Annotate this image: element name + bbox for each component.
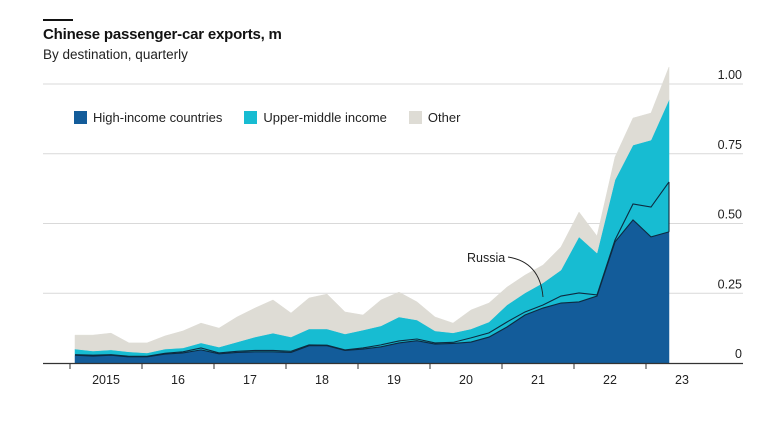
top-rule: [43, 19, 73, 21]
y-tick-label: 0: [735, 347, 742, 361]
x-tick-label: 16: [171, 373, 185, 387]
legend-item-high-income: High-income countries: [74, 110, 222, 125]
x-tick-label: 17: [243, 373, 257, 387]
annotations: Russia: [467, 251, 544, 298]
y-tick-label: 1.00: [718, 68, 742, 82]
y-tick-label: 0.25: [718, 277, 742, 291]
legend-swatch-high-income: [74, 111, 87, 124]
x-tick-label: 22: [603, 373, 617, 387]
russia-annotation-leader: [507, 256, 544, 298]
legend: High-income countries Upper-middle incom…: [74, 110, 482, 125]
legend-swatch-upper-middle: [244, 111, 258, 124]
y-tick-label: 0.50: [718, 208, 742, 222]
x-tick-label: 21: [531, 373, 545, 387]
legend-swatch-other: [408, 111, 422, 124]
x-axis: [43, 362, 743, 369]
russia-annotation-label: Russia: [467, 251, 505, 265]
x-tick-label: 19: [387, 373, 401, 387]
legend-item-upper-middle: Upper-middle income: [244, 110, 387, 125]
chart-title: Chinese passenger-car exports, m: [43, 26, 282, 43]
y-axis-labels: 0 0.25 0.50 0.75 1.00: [718, 68, 742, 361]
boundary-lines: [74, 181, 670, 358]
x-axis-labels: 2015 16 17 18 19 20 21 22 23: [92, 373, 689, 387]
x-tick-label: 2015: [92, 373, 120, 387]
line-high-income-top: [74, 219, 670, 358]
legend-label-other: Other: [427, 110, 461, 125]
x-tick-label: 18: [315, 373, 329, 387]
area-other: [74, 66, 670, 354]
y-tick-label: 0.75: [718, 138, 742, 152]
line-russia-top: [74, 181, 670, 357]
x-tick-label: 23: [675, 373, 689, 387]
legend-label-high-income: High-income countries: [93, 110, 223, 125]
legend-item-other: Other: [408, 110, 461, 125]
legend-label-upper-middle: Upper-middle income: [263, 110, 387, 125]
x-tick-label: 20: [459, 373, 473, 387]
chart-subtitle: By destination, quarterly: [43, 47, 188, 62]
